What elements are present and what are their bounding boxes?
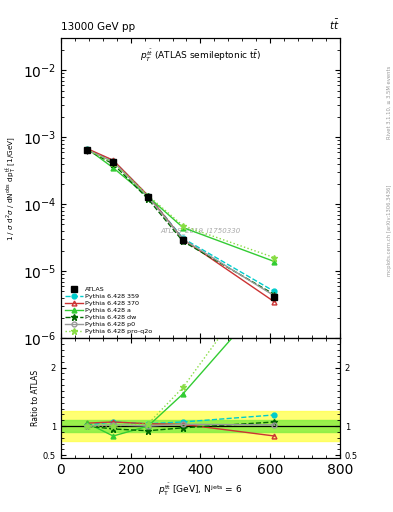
Pythia 6.428 359 bbox=[146, 193, 151, 199]
X-axis label: $p^{\mathrm{t\bar{t}}}_{\mathrm{T}}$ [GeV], N$^{\mathrm{jets}}$ = 6: $p^{\mathrm{t\bar{t}}}_{\mathrm{T}}$ [Ge… bbox=[158, 481, 242, 498]
Pythia 6.428 p0 bbox=[272, 293, 277, 299]
Pythia 6.428 359 bbox=[85, 146, 90, 153]
Pythia 6.428 370 bbox=[85, 145, 90, 152]
Pythia 6.428 p0 bbox=[181, 236, 185, 242]
Text: $p_T^{t\bar{t}}$ (ATLAS semileptonic t$\bar{t}$): $p_T^{t\bar{t}}$ (ATLAS semileptonic t$\… bbox=[140, 48, 261, 63]
Text: mcplots.cern.ch [arXiv:1306.3436]: mcplots.cern.ch [arXiv:1306.3436] bbox=[387, 185, 392, 276]
Pythia 6.428 dw bbox=[146, 196, 151, 202]
Pythia 6.428 p0 bbox=[146, 194, 151, 200]
Pythia 6.428 dw bbox=[111, 161, 116, 167]
Line: Pythia 6.428 p0: Pythia 6.428 p0 bbox=[84, 147, 277, 298]
Pythia 6.428 359 bbox=[272, 288, 277, 294]
Line: Pythia 6.428 pro-q2o: Pythia 6.428 pro-q2o bbox=[84, 147, 277, 261]
Bar bbox=[61, 420, 340, 432]
Pythia 6.428 dw bbox=[85, 147, 90, 153]
Pythia 6.428 dw bbox=[181, 238, 185, 244]
Pythia 6.428 p0 bbox=[85, 147, 90, 153]
Pythia 6.428 a bbox=[272, 259, 277, 265]
Line: Pythia 6.428 dw: Pythia 6.428 dw bbox=[84, 147, 277, 297]
Text: $t\bar{t}$: $t\bar{t}$ bbox=[329, 17, 340, 32]
Pythia 6.428 a bbox=[146, 194, 151, 200]
Pythia 6.428 pro-q2o bbox=[181, 223, 185, 229]
Pythia 6.428 359 bbox=[111, 158, 116, 164]
Pythia 6.428 pro-q2o bbox=[111, 160, 116, 166]
Pythia 6.428 370 bbox=[272, 299, 277, 305]
Pythia 6.428 dw bbox=[272, 291, 277, 297]
Bar bbox=[61, 412, 340, 441]
Pythia 6.428 pro-q2o bbox=[272, 254, 277, 261]
Pythia 6.428 pro-q2o bbox=[85, 147, 90, 153]
Text: Rivet 3.1.10, ≥ 3.5M events: Rivet 3.1.10, ≥ 3.5M events bbox=[387, 66, 392, 139]
Text: 13000 GeV pp: 13000 GeV pp bbox=[61, 22, 135, 32]
Y-axis label: 1 / $\sigma$ d$^2\sigma$ / dN$^{\mathrm{obs}}$ dp$^{\mathrm{t\bar{t}}}_{\mathrm{: 1 / $\sigma$ d$^2\sigma$ / dN$^{\mathrm{… bbox=[5, 136, 18, 241]
Line: Pythia 6.428 359: Pythia 6.428 359 bbox=[84, 147, 277, 294]
Pythia 6.428 a bbox=[85, 145, 90, 152]
Pythia 6.428 pro-q2o bbox=[146, 193, 151, 199]
Pythia 6.428 370 bbox=[181, 236, 185, 242]
Pythia 6.428 370 bbox=[111, 157, 116, 163]
Y-axis label: Ratio to ATLAS: Ratio to ATLAS bbox=[31, 370, 40, 426]
Legend: ATLAS, Pythia 6.428 359, Pythia 6.428 370, Pythia 6.428 a, Pythia 6.428 dw, Pyth: ATLAS, Pythia 6.428 359, Pythia 6.428 37… bbox=[63, 285, 154, 336]
Text: ATLAS_2019_I1750330: ATLAS_2019_I1750330 bbox=[160, 227, 241, 233]
Line: Pythia 6.428 370: Pythia 6.428 370 bbox=[84, 146, 277, 304]
Pythia 6.428 a bbox=[181, 224, 185, 230]
Pythia 6.428 a bbox=[111, 165, 116, 171]
Line: Pythia 6.428 a: Pythia 6.428 a bbox=[84, 146, 277, 264]
Pythia 6.428 359 bbox=[181, 236, 185, 242]
Pythia 6.428 p0 bbox=[111, 159, 116, 165]
Pythia 6.428 370 bbox=[146, 193, 151, 199]
